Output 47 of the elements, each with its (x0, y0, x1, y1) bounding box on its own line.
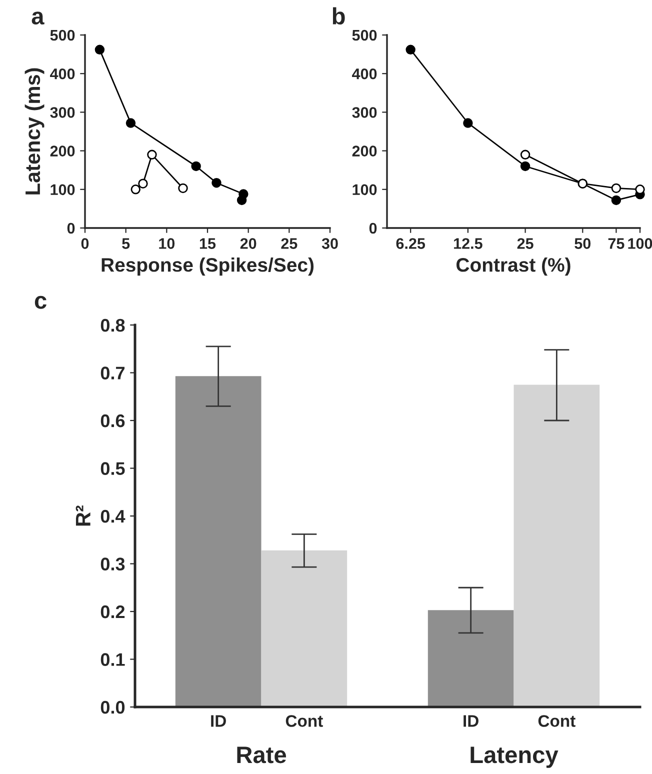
y-tick-label: 0.4 (100, 510, 126, 523)
x-tick-label: 15 (200, 238, 216, 249)
y-tick-label: 300 (352, 107, 377, 118)
x-axis-title: Contrast (%) (456, 258, 570, 276)
y-tick-label: 100 (352, 184, 377, 196)
chart-title: c (34, 296, 46, 309)
y-tick-label: 200 (50, 146, 75, 156)
x-tick-label: 100 (628, 238, 652, 249)
x-tick-label: 5 (122, 238, 130, 249)
y-tick-label: 0.0 (100, 700, 125, 714)
x-tick-label: 30 (322, 238, 338, 249)
y-tick-label: 500 (50, 30, 75, 41)
x-tick-label: Latency (470, 746, 558, 768)
y-tick-label: 200 (352, 146, 377, 156)
x-tick-label: 20 (240, 238, 256, 249)
y-tick-label: 500 (352, 30, 377, 41)
series-label: ID (211, 715, 226, 727)
y-tick-label: 0.2 (100, 605, 125, 618)
y-tick-label: 0.7 (100, 366, 124, 380)
y-tick-label: 0.1 (100, 653, 125, 666)
x-tick-label: 6.25 (396, 238, 426, 249)
text: Cont (538, 715, 576, 727)
y-tick-label: 0 (369, 222, 377, 234)
x-tick-label: 0 (81, 238, 89, 249)
text: ID (464, 715, 478, 727)
y-tick-label: 100 (50, 184, 75, 196)
x-tick-label: 75 (608, 238, 624, 249)
y-tick-label: 300 (50, 107, 75, 118)
series-label: Cont (286, 715, 323, 727)
chart-title: a (32, 12, 44, 25)
y-axis-title: R² (76, 505, 90, 526)
x-tick-label: 12.5 (454, 238, 482, 249)
y-tick-label: 0.5 (100, 462, 125, 475)
x-tick-label: 50 (574, 238, 591, 249)
y-tick-label: 0 (67, 222, 75, 234)
y-tick-label: 400 (50, 68, 75, 80)
y-tick-label: 0.8 (100, 318, 125, 332)
chart-title: b (332, 7, 345, 25)
y-tick-label: 0.3 (100, 558, 125, 570)
x-tick-label: 25 (281, 238, 298, 249)
x-tick-label: 10 (159, 238, 175, 249)
y-tick-label: 0.6 (100, 414, 125, 428)
y-axis-title: Latency (ms) (24, 68, 44, 194)
x-tick-label: Rate (237, 746, 286, 764)
y-tick-label: 400 (352, 68, 377, 80)
x-tick-label: 25 (517, 238, 534, 249)
x-axis-title: Response (Spikes/Sec) (102, 258, 314, 276)
